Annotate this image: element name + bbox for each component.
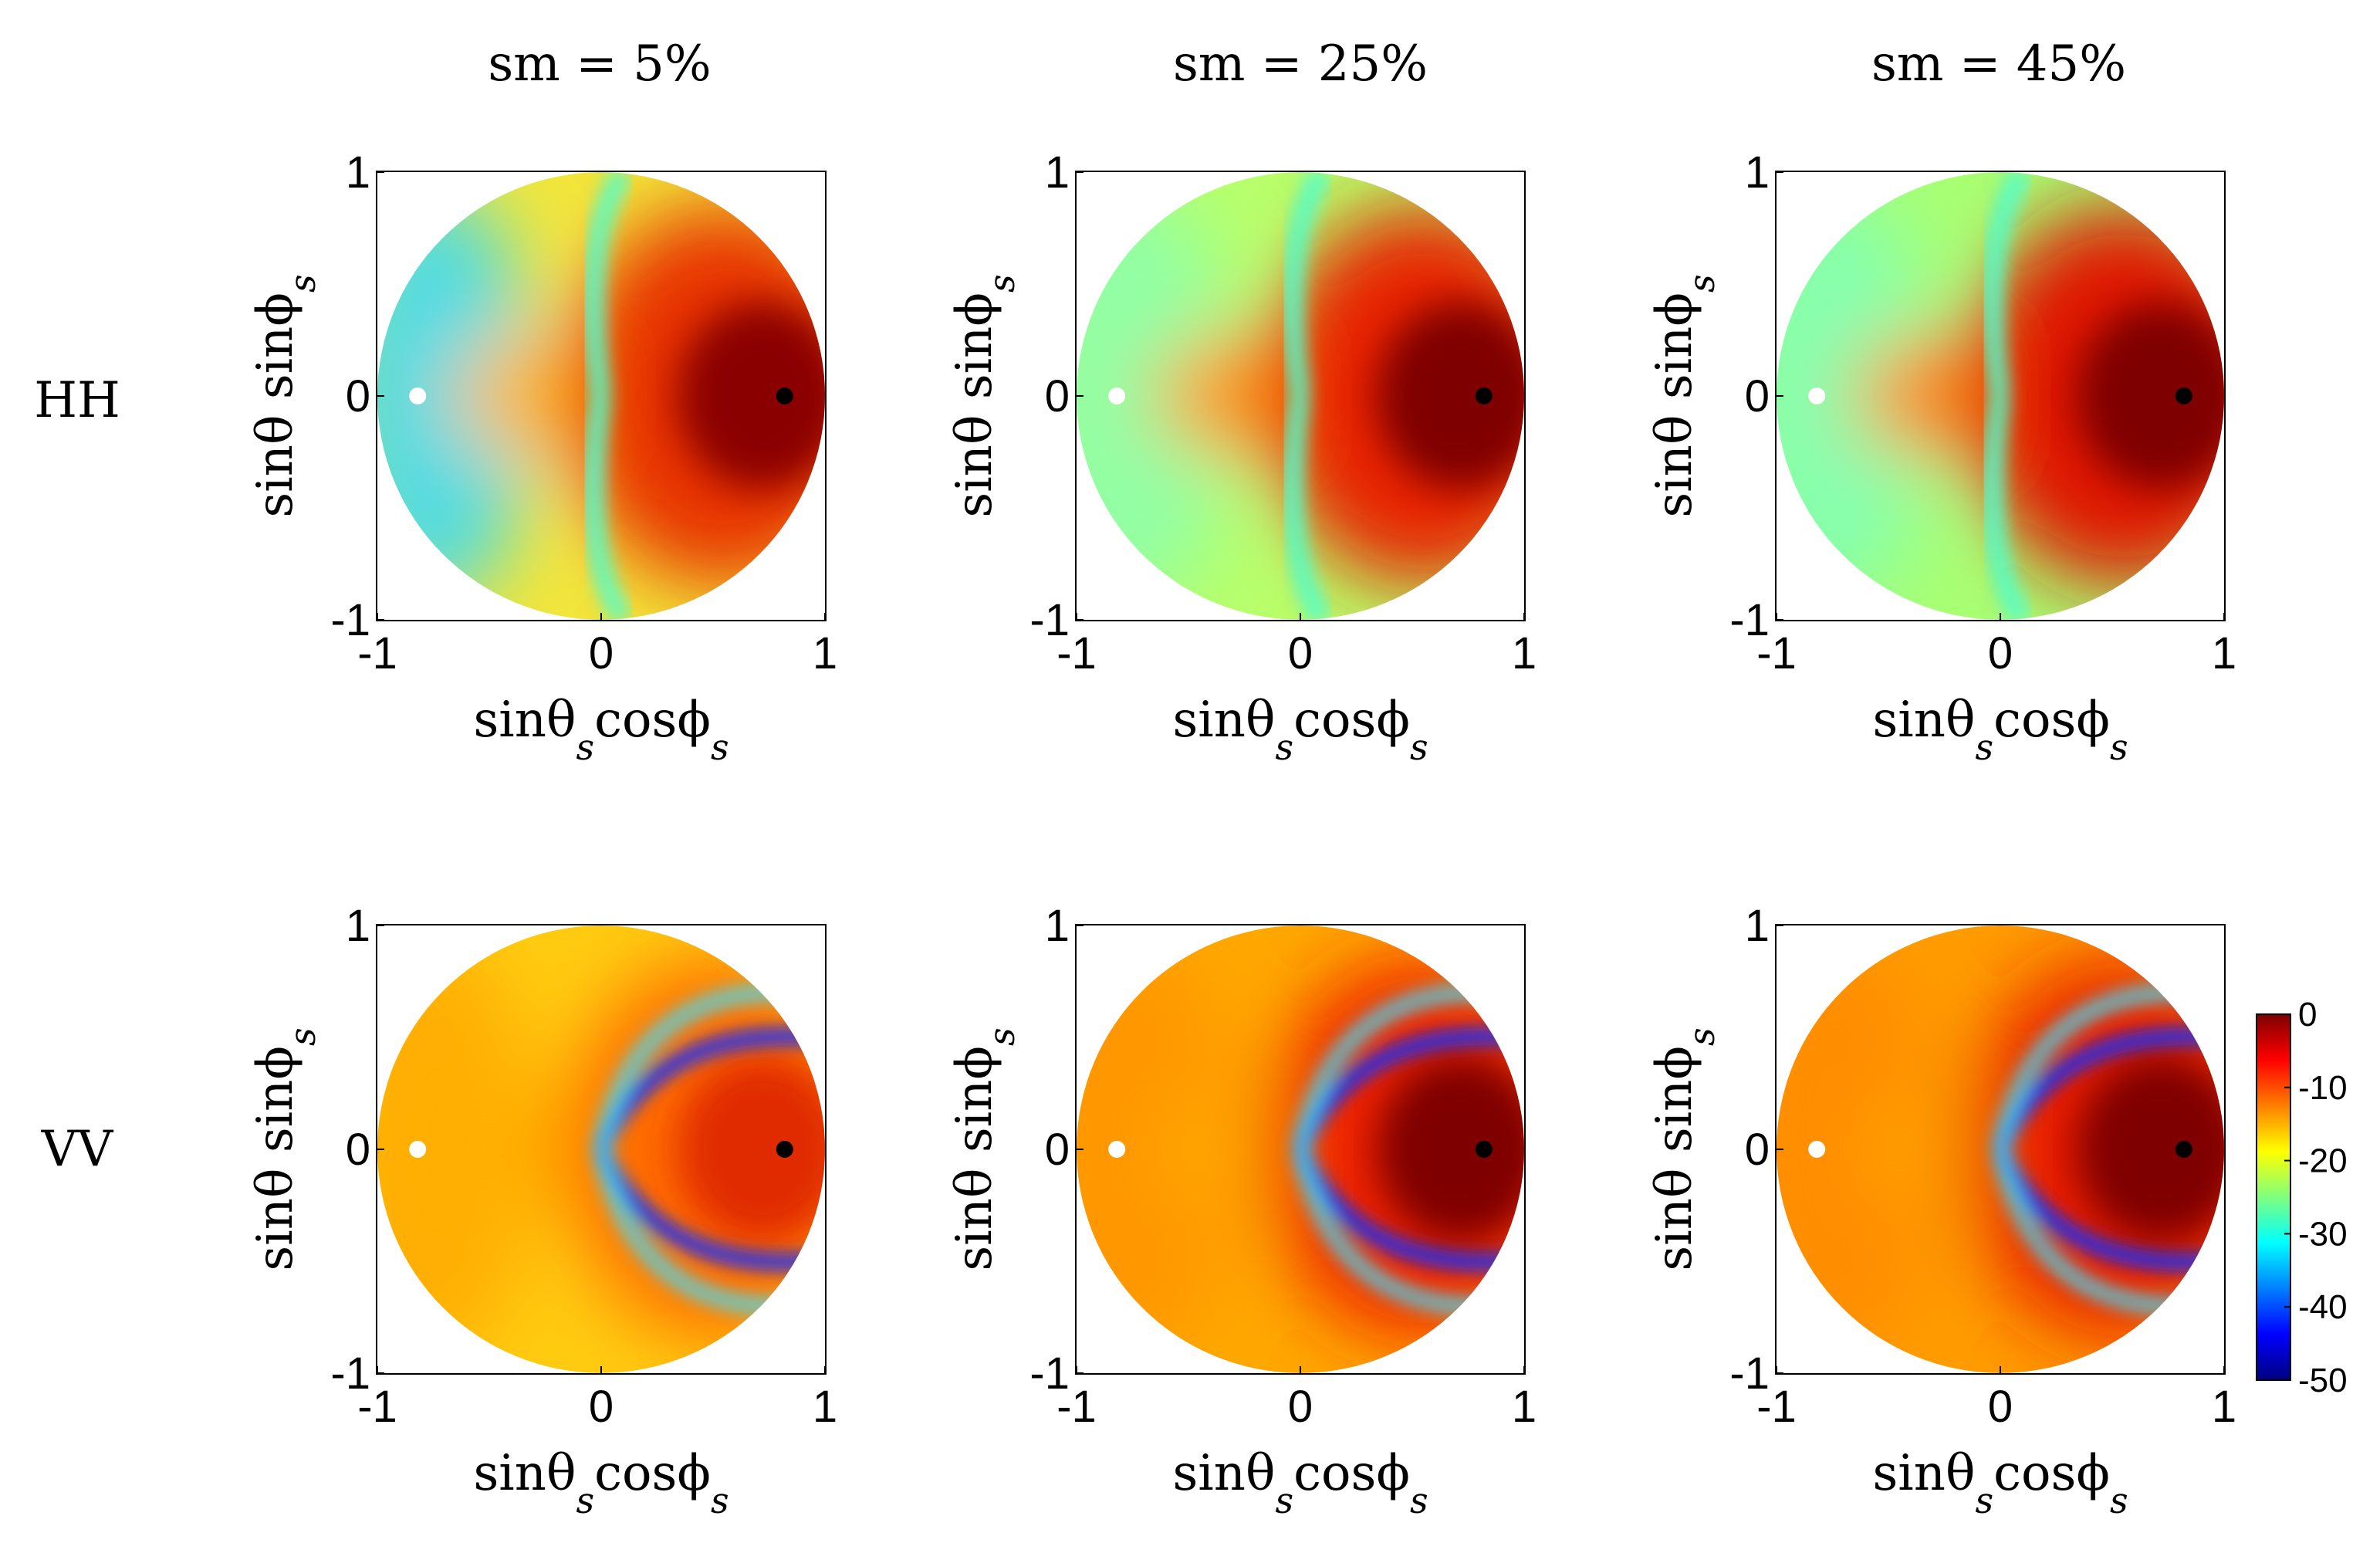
x-tick-label: 0	[1288, 628, 1313, 678]
colorbar-tick-label: 0	[2298, 996, 2317, 1034]
x-tick-label: 0	[589, 1382, 614, 1432]
colorbar-tick-label: -20	[2298, 1142, 2348, 1180]
y-tick-label: 0	[346, 371, 370, 421]
x-tick-label: 0	[1988, 628, 2013, 678]
y-tick-label: 0	[1045, 1125, 1070, 1175]
y-tick-label: 1	[346, 901, 370, 951]
colorbar-ticks: 0 -10 -20 -30 -40 -50	[2284, 996, 2348, 1399]
y-tick-label: -1	[1029, 1348, 1070, 1399]
panel-vv-3: -1 0 1 -1 0 1 sinθscosϕs sinθ sinϕs	[1646, 901, 2236, 1521]
panel-hh-2: -1 0 1 -1 0 1 sinθscosϕs sinθ sinϕs	[946, 147, 1537, 768]
column-title-sm-5: sm = 5%	[488, 36, 711, 93]
y-axis-label: sinθ sinϕs	[1646, 1027, 1722, 1270]
row-label-hh: HH	[34, 372, 120, 429]
specular-marker	[1108, 387, 1126, 404]
y-tick-label: 1	[1045, 147, 1070, 198]
y-tick-label: 0	[1045, 371, 1070, 421]
specular-marker	[1808, 387, 1826, 404]
y-axis-label: sinθ sinϕs	[247, 1027, 323, 1270]
x-tick-label: -1	[357, 628, 397, 678]
specular-marker	[1108, 1141, 1126, 1158]
y-tick-label: 1	[1745, 147, 1770, 198]
y-tick-label: -1	[330, 1348, 370, 1399]
x-axis-label: sinθscosϕs	[1872, 1445, 2128, 1521]
heatmap-disk	[1777, 925, 2224, 1373]
y-tick-label: 0	[346, 1125, 370, 1175]
heatmap-disk	[377, 172, 825, 620]
column-title-sm-25: sm = 25%	[1173, 36, 1428, 93]
y-axis-label: sinθ sinϕs	[1646, 274, 1722, 517]
x-axis-label: sinθscosϕs	[473, 1445, 729, 1521]
y-tick-label: -1	[1029, 595, 1070, 645]
colorbar-tick-label: -40	[2298, 1288, 2348, 1326]
incidence-marker	[2175, 1141, 2192, 1158]
specular-marker	[409, 1141, 427, 1158]
x-tick-label: 1	[1512, 1382, 1537, 1432]
incidence-marker	[1475, 1141, 1493, 1158]
column-title-sm-45: sm = 45%	[1871, 36, 2126, 93]
y-axis-label: sinθ sinϕs	[946, 1027, 1023, 1270]
x-tick-label: -1	[1056, 1382, 1097, 1432]
x-tick-label: -1	[1756, 628, 1797, 678]
specular-marker	[409, 387, 427, 404]
y-tick-label: 1	[1045, 901, 1070, 951]
x-tick-label: 1	[1512, 628, 1537, 678]
panel-hh-3: -1 0 1 -1 0 1 sinθscosϕs sinθ sinϕs	[1646, 147, 2236, 768]
y-tick-label: 0	[1745, 1125, 1770, 1175]
x-tick-label: -1	[357, 1382, 397, 1432]
x-tick-label: 0	[1288, 1382, 1313, 1432]
panel-vv-2: -1 0 1 -1 0 1 sinθscosϕs sinθ sinϕs	[946, 901, 1537, 1521]
y-axis-label: sinθ sinϕs	[247, 274, 323, 517]
colorbar: 0 -10 -20 -30 -40 -50	[2256, 996, 2348, 1399]
x-tick-label: 1	[2212, 628, 2236, 678]
x-axis-label: sinθscosϕs	[1172, 1445, 1428, 1521]
x-tick-label: -1	[1056, 628, 1097, 678]
incidence-marker	[1475, 387, 1493, 404]
panel-grid: -1 0 1 -1 0 1 sinθscosϕs sinθ sinϕs -1 0 1 -1 0 1 sinθ…	[247, 147, 2236, 1521]
panel-hh-1: -1 0 1 -1 0 1 sinθscosϕs sinθ sinϕs	[247, 147, 837, 768]
y-tick-label: 0	[1745, 371, 1770, 421]
y-tick-label: -1	[330, 595, 370, 645]
x-tick-label: 1	[813, 628, 837, 678]
x-tick-label: -1	[1756, 1382, 1797, 1432]
x-tick-label: 0	[1988, 1382, 2013, 1432]
incidence-marker	[776, 1141, 793, 1158]
y-axis-label: sinθ sinϕs	[946, 274, 1023, 517]
x-tick-label: 0	[589, 628, 614, 678]
incidence-marker	[2175, 387, 2192, 404]
incidence-marker	[776, 387, 793, 404]
colorbar-tick-label: -10	[2298, 1069, 2348, 1107]
y-tick-label: 1	[1745, 901, 1770, 951]
colorbar-tick-label: -50	[2298, 1362, 2348, 1399]
row-label-vv: VV	[41, 1121, 114, 1178]
x-axis-label: sinθscosϕs	[1872, 692, 2128, 768]
heatmap-disk	[377, 925, 825, 1373]
x-axis-label: sinθscosϕs	[1172, 692, 1428, 768]
panel-vv-1: -1 0 1 -1 0 1 sinθscosϕs sinθ sinϕs	[247, 901, 837, 1521]
y-tick-label: 1	[346, 147, 370, 198]
colorbar-tick-label: -30	[2298, 1215, 2348, 1253]
colorbar-gradient	[2256, 1013, 2291, 1381]
y-tick-label: -1	[1729, 595, 1770, 645]
y-tick-label: -1	[1729, 1348, 1770, 1399]
x-axis-label: sinθscosϕs	[473, 692, 729, 768]
x-tick-label: 1	[813, 1382, 837, 1432]
x-tick-label: 1	[2212, 1382, 2236, 1432]
specular-marker	[1808, 1141, 1826, 1158]
